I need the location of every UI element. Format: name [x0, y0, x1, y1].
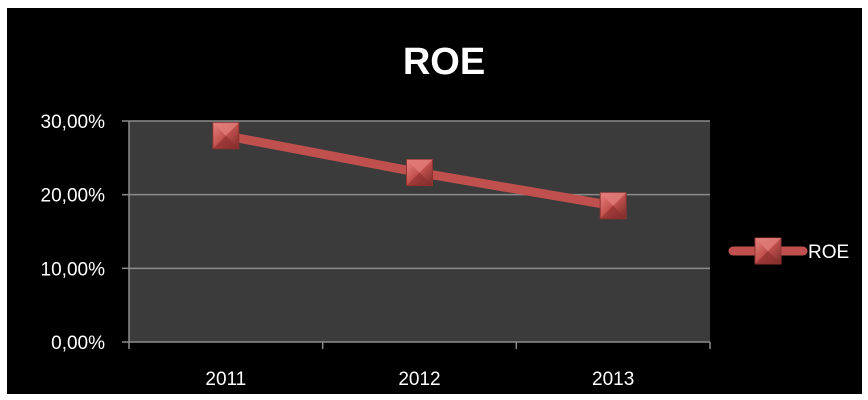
- legend: ROE: [728, 237, 849, 265]
- x-tick-label: 2012: [398, 369, 440, 390]
- legend-marker: [754, 237, 782, 265]
- x-tick-label: 2011: [205, 369, 246, 390]
- data-point: [406, 159, 433, 187]
- series-roe: [212, 122, 627, 220]
- y-tick-label: 20,00%: [41, 186, 106, 207]
- data-point: [212, 122, 240, 150]
- y-tick-label: 10,00%: [41, 259, 106, 280]
- legend-label: ROE: [808, 242, 849, 263]
- x-tick-label: 2013: [592, 369, 634, 390]
- data-point: [599, 192, 627, 220]
- axes: 0,00% 10,00% 20,00% 30,00% 2011 2012 2013: [41, 112, 711, 390]
- plot-area: [129, 121, 710, 342]
- chart-title: ROE: [403, 41, 485, 83]
- y-tick-label: 30,00%: [41, 112, 106, 133]
- y-tick-label: 0,00%: [51, 333, 105, 354]
